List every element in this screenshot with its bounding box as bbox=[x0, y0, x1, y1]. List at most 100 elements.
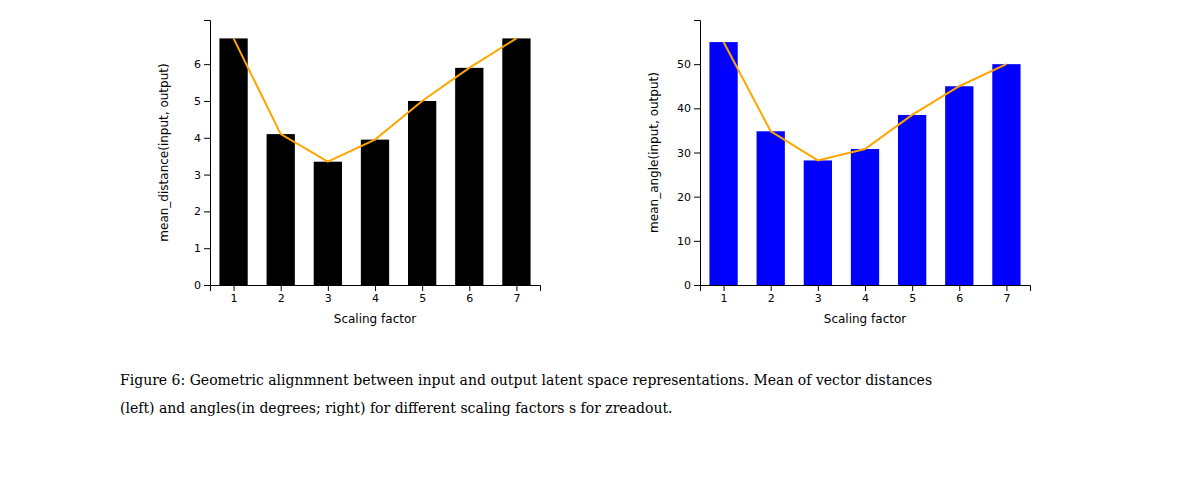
tick-label: 5 bbox=[419, 292, 426, 305]
tick: 7 bbox=[1003, 285, 1010, 305]
tick: 3 bbox=[194, 169, 210, 182]
tick-mark bbox=[771, 285, 772, 291]
tick-mark bbox=[694, 64, 700, 65]
tick-label: 2 bbox=[194, 205, 201, 218]
tick-mark bbox=[204, 64, 210, 65]
tick-mark bbox=[1006, 285, 1007, 291]
tick: 6 bbox=[194, 58, 210, 71]
tick-mark bbox=[865, 285, 866, 291]
marks bbox=[219, 38, 530, 285]
tick-label: 40 bbox=[677, 102, 691, 115]
tick-mark bbox=[204, 248, 210, 249]
tick-mark bbox=[694, 285, 700, 286]
tick: 3 bbox=[325, 285, 332, 305]
bar bbox=[851, 149, 879, 285]
tick-mark bbox=[818, 285, 819, 291]
tick: 5 bbox=[909, 285, 916, 305]
tick: 7 bbox=[513, 285, 520, 305]
tick-mark bbox=[694, 241, 700, 242]
tick: 5 bbox=[194, 95, 210, 108]
tick: 1 bbox=[194, 242, 210, 255]
tick-label: 6 bbox=[194, 58, 201, 71]
bar bbox=[314, 162, 342, 285]
axis-line bbox=[694, 21, 701, 286]
tick: 5 bbox=[419, 285, 426, 305]
tick-mark bbox=[328, 285, 329, 291]
tick: 50 bbox=[677, 58, 700, 71]
caption-line: Figure 6: Geometric alignmnent between i… bbox=[120, 372, 932, 388]
tick-mark bbox=[204, 285, 210, 286]
bar bbox=[408, 101, 436, 285]
tick-label: 3 bbox=[325, 292, 332, 305]
tick-label: 4 bbox=[372, 292, 379, 305]
tick-mark bbox=[694, 153, 700, 154]
line bbox=[234, 38, 517, 161]
tick-label: 6 bbox=[956, 292, 963, 305]
tick: 3 bbox=[815, 285, 822, 305]
x-axis: 1 2 3 4 5 6 7 bbox=[701, 285, 1031, 305]
tick-label: 4 bbox=[194, 132, 201, 145]
marks bbox=[709, 42, 1020, 285]
tick: 1 bbox=[721, 285, 728, 305]
tick: 30 bbox=[677, 147, 700, 160]
tick-label: 3 bbox=[815, 292, 822, 305]
bar bbox=[502, 38, 530, 285]
x-axis-title: Scaling factor bbox=[824, 312, 906, 326]
bar bbox=[898, 115, 926, 285]
tick: 4 bbox=[372, 285, 379, 305]
tick-label: 5 bbox=[909, 292, 916, 305]
tick-mark bbox=[281, 285, 282, 291]
panel: 12345670123456Scaling factormean_distanc… bbox=[157, 21, 541, 327]
tick-mark bbox=[469, 285, 470, 291]
tick-mark bbox=[204, 211, 210, 212]
tick-label: 7 bbox=[1003, 292, 1010, 305]
chart-root: 12345670123456Scaling factormean_distanc… bbox=[0, 0, 1192, 488]
tick-label: 3 bbox=[194, 169, 201, 182]
tick-mark bbox=[234, 285, 235, 291]
tick-label: 5 bbox=[194, 95, 201, 108]
y-axis-title: mean_angle(input, output) bbox=[647, 72, 661, 233]
tick-mark bbox=[516, 285, 517, 291]
tick: 4 bbox=[862, 285, 869, 305]
tick-label: 4 bbox=[862, 292, 869, 305]
y-axis: 0 1 2 3 4 5 6 bbox=[194, 21, 211, 293]
bar bbox=[455, 68, 483, 285]
tick-mark bbox=[694, 197, 700, 198]
axis-line bbox=[701, 286, 1031, 292]
bar bbox=[219, 38, 247, 285]
panel: 1 2 3 4 5 6 7 0 10 20 30 40 50 Scaling factor mean_ang… bbox=[647, 21, 1031, 327]
axis-line bbox=[211, 286, 541, 292]
tick-label: 6 bbox=[466, 292, 473, 305]
tick-label: 2 bbox=[278, 292, 285, 305]
tick-label: 1 bbox=[194, 242, 201, 255]
tick-label: 0 bbox=[684, 279, 691, 292]
tick-mark bbox=[694, 108, 700, 109]
tick: 4 bbox=[194, 132, 210, 145]
tick-mark bbox=[422, 285, 423, 291]
tick-label: 1 bbox=[231, 292, 238, 305]
tick: 2 bbox=[194, 205, 210, 218]
axis-line bbox=[204, 21, 211, 286]
tick: 10 bbox=[677, 235, 700, 248]
tick-mark bbox=[204, 175, 210, 176]
tick-label: 1 bbox=[721, 292, 728, 305]
tick: 2 bbox=[768, 285, 775, 305]
tick-label: 0 bbox=[194, 279, 201, 292]
tick-mark bbox=[204, 138, 210, 139]
tick-label: 30 bbox=[677, 147, 691, 160]
line bbox=[724, 42, 1007, 160]
x-axis-title: Scaling factor bbox=[334, 312, 416, 326]
tick-label: 7 bbox=[513, 292, 520, 305]
bar bbox=[361, 140, 389, 285]
tick: 1 bbox=[231, 285, 238, 305]
bar bbox=[267, 134, 295, 285]
tick-mark bbox=[959, 285, 960, 291]
tick: 2 bbox=[278, 285, 285, 305]
tick: 20 bbox=[677, 191, 700, 204]
tick-mark bbox=[204, 101, 210, 102]
tick-label: 10 bbox=[677, 235, 691, 248]
tick-label: 20 bbox=[677, 191, 691, 204]
caption-line: (left) and angles(in degrees; right) for… bbox=[120, 400, 672, 416]
tick: 6 bbox=[466, 285, 473, 305]
bar bbox=[804, 160, 832, 285]
